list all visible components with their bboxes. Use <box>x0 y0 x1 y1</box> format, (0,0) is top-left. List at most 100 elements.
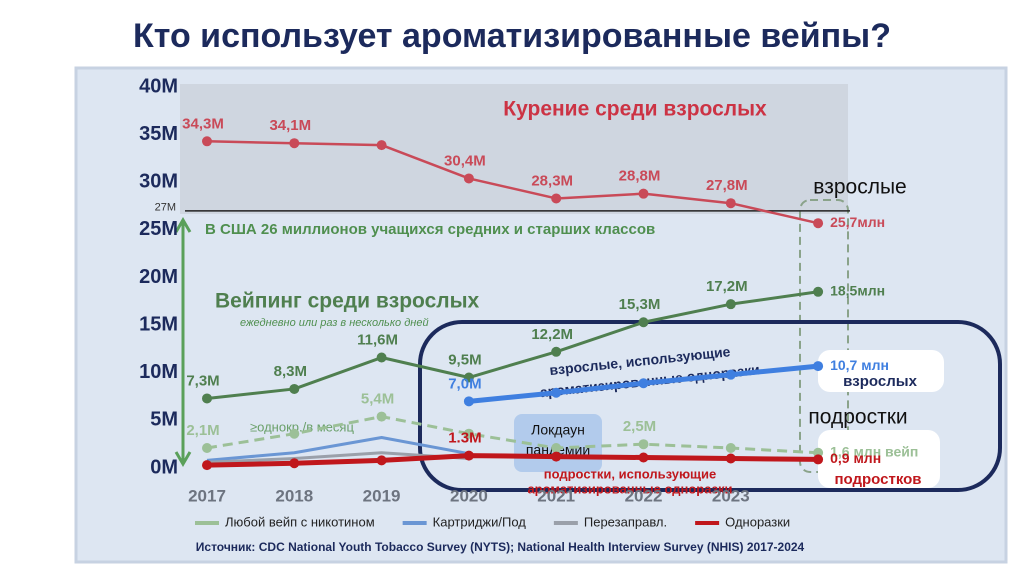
point <box>551 451 562 462</box>
legend-label: Любой вейп с никотином <box>225 514 375 529</box>
annotation: ≥однокр./в месяц <box>250 419 354 434</box>
point <box>463 396 474 407</box>
point <box>638 188 649 199</box>
value-label: 34,3M <box>182 115 224 132</box>
source: Источник: CDC National Youth Tobacco Sur… <box>196 540 805 554</box>
x-tick-label: 2023 <box>712 486 750 505</box>
point <box>289 138 300 149</box>
value-label: 7,3M <box>186 372 219 389</box>
point <box>813 286 824 297</box>
point <box>376 140 387 151</box>
value-label: 27,8M <box>706 177 748 194</box>
point <box>725 453 736 464</box>
y-tick-label: 5M <box>150 409 178 431</box>
point <box>463 428 474 439</box>
x-tick-label: 2019 <box>363 486 401 505</box>
annotation: подростки <box>808 406 907 429</box>
value-label: 9,5M <box>448 351 481 368</box>
point <box>202 442 212 453</box>
value-label: 2,1M <box>186 422 219 439</box>
point <box>813 361 824 372</box>
label-box <box>818 350 944 392</box>
value-label: 17,2M <box>706 278 748 295</box>
point <box>551 193 562 204</box>
point <box>202 460 212 471</box>
point <box>813 218 824 229</box>
value-label: 18,5млн <box>830 282 885 298</box>
series-line <box>206 140 819 225</box>
series-line <box>206 436 470 462</box>
point <box>813 454 824 465</box>
value-label: 25,7млн <box>830 214 885 230</box>
point <box>725 442 736 453</box>
point <box>725 369 736 380</box>
value-label: 15,3M <box>619 296 661 313</box>
range-arrow <box>174 217 192 467</box>
value-label: 1.3M <box>448 430 481 447</box>
point <box>638 317 649 328</box>
reference-label: 27M <box>155 202 176 214</box>
x-tick-label: 2020 <box>450 486 488 505</box>
value-label: 0,9 млн <box>830 450 881 466</box>
series-line <box>206 453 819 468</box>
value-label: 8,3M <box>274 363 307 380</box>
chart-title: Кто использует ароматизированные вейпы? <box>133 17 891 55</box>
annotation: взрослые <box>813 176 906 199</box>
legend-label: Картриджи/Под <box>433 514 527 529</box>
y-tick-label: 35M <box>139 123 178 145</box>
value-label: 12,2M <box>531 326 573 343</box>
annotation: ароматизированные одноразки <box>527 481 732 496</box>
point <box>289 428 300 439</box>
legend-label: Перезаправл. <box>584 514 667 529</box>
label-box <box>818 430 940 488</box>
point <box>463 372 474 383</box>
point <box>289 383 300 394</box>
value-label: 1,6 млн вейп <box>830 443 918 459</box>
value-label: 10,7 млн <box>830 357 889 373</box>
y-tick-label: 15M <box>139 313 178 335</box>
annotation: Курение среди взрослых <box>503 98 767 121</box>
y-tick-label: 0M <box>150 456 178 478</box>
x-tick-label: 2017 <box>188 486 226 505</box>
point <box>463 450 474 461</box>
y-tick-label: 40M <box>139 75 178 97</box>
annotation: подростков <box>834 471 921 488</box>
annotation: подростки, использующие <box>544 466 717 481</box>
legend-label: Одноразки <box>725 514 790 529</box>
y-tick-label: 20M <box>139 266 178 288</box>
value-label: 7,0M <box>448 375 481 392</box>
point <box>551 442 562 453</box>
annotation: ежедневно или раз в несколько дней <box>240 317 429 329</box>
point <box>551 387 562 398</box>
y-tick-label: 25M <box>139 218 178 240</box>
point <box>202 393 212 404</box>
y-tick-label: 30M <box>139 171 178 193</box>
point <box>638 439 649 450</box>
x-tick-label: 2018 <box>275 486 313 505</box>
y-tick-label: 10M <box>139 361 178 383</box>
annotation: взрослых <box>843 373 917 390</box>
point <box>376 352 387 363</box>
value-label: 11,6M <box>357 331 398 348</box>
annotation: В США 26 миллионов учащихся средних и ст… <box>205 221 655 238</box>
series-line <box>206 415 819 455</box>
value-label: 28,3M <box>531 172 573 189</box>
annotation: Вейпинг среди взрослых <box>215 290 480 313</box>
point <box>551 346 562 357</box>
annotation: Локдаун <box>531 422 585 438</box>
point <box>376 411 387 422</box>
focus-box <box>418 320 1002 492</box>
series-line <box>206 290 819 400</box>
point <box>463 173 474 184</box>
smoking-area <box>180 84 848 214</box>
point <box>638 452 649 463</box>
point <box>725 198 736 209</box>
value-label: 30,4M <box>444 152 486 169</box>
value-label: 28,8M <box>619 168 661 185</box>
point <box>638 378 649 389</box>
point <box>289 458 300 469</box>
point <box>725 299 736 310</box>
x-tick-label: 2022 <box>625 486 663 505</box>
